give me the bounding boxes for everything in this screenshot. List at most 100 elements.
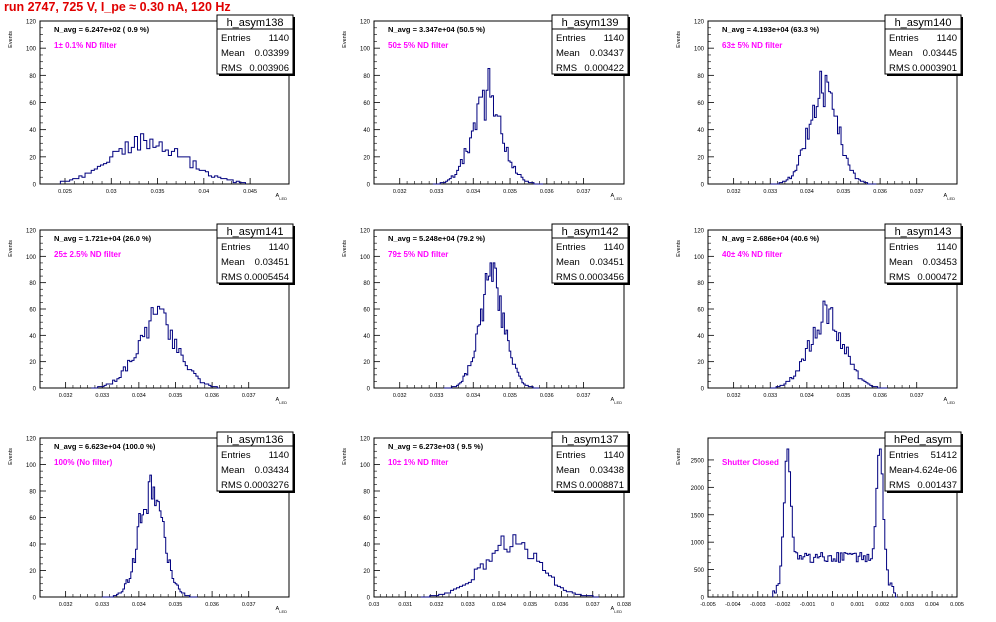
y-tick-label: 20 — [363, 155, 370, 161]
x-tick-label: -0.002 — [775, 602, 791, 608]
y-tick-label: 120 — [26, 437, 37, 443]
stats-value: 0.0008871 — [579, 480, 624, 491]
stats-label: RMS — [556, 480, 577, 491]
histogram-line — [102, 474, 198, 598]
y-tick-label: 60 — [29, 308, 36, 314]
y-tick-label: 20 — [363, 569, 370, 575]
stats-label: RMS — [221, 272, 242, 283]
stats-title: h_asym139 — [562, 17, 619, 29]
stats-value: 51412 — [931, 450, 957, 461]
y-tick-label: 100 — [360, 47, 371, 53]
stats-value: 0.03453 — [923, 257, 957, 268]
x-axis-label: ALED — [944, 397, 956, 405]
x-tick-label: 0.036 — [205, 602, 219, 608]
navg-label: N_avg = 6.247e+02 ( 0.9 %) — [54, 25, 150, 34]
x-tick-label: 0.03 — [106, 189, 117, 195]
x-tick-label: 0.036 — [873, 393, 887, 399]
stats-title: h_asym143 — [895, 226, 952, 238]
filter-annotation: 40± 4% ND filter — [722, 250, 782, 259]
x-tick-label: 0.036 — [540, 393, 554, 399]
y-tick-label: 0 — [33, 183, 37, 189]
y-tick-label: 500 — [694, 568, 705, 574]
x-tick-label: -0.001 — [800, 602, 816, 608]
y-tick-label: 40 — [29, 543, 36, 549]
y-tick-label: 80 — [29, 74, 36, 80]
x-tick-label: 0.034 — [466, 393, 480, 399]
stats-label: RMS — [889, 272, 910, 283]
x-tick-label: 0.034 — [132, 602, 146, 608]
stats-label: Mean — [889, 465, 913, 476]
filter-annotation: Shutter Closed — [722, 458, 779, 467]
histogram-line — [770, 300, 888, 389]
stats-label: Entries — [221, 33, 251, 44]
histogram-panel-h_asym141: 0 20 40 60 80 100 120 0.032 0.033 0.034 0.035 0.036… — [8, 223, 295, 405]
y-tick-label: 60 — [363, 308, 370, 314]
stats-value: 0.001437 — [917, 480, 957, 491]
x-tick-label: 0.032 — [59, 393, 73, 399]
y-tick-label: 20 — [29, 155, 36, 161]
filter-annotation: 1± 0.1% ND filter — [54, 41, 117, 50]
x-tick-label: 0.003 — [900, 602, 914, 608]
x-axis-label: ALED — [276, 606, 288, 614]
x-tick-label: 0.033 — [763, 393, 777, 399]
y-axis-label: Events — [8, 448, 14, 465]
y-tick-label: 120 — [360, 229, 371, 235]
stats-label: Entries — [889, 450, 919, 461]
y-tick-label: 100 — [694, 47, 705, 53]
y-tick-label: 1000 — [691, 541, 705, 547]
stats-box — [216, 14, 294, 75]
x-tick-label: 0.036 — [555, 602, 569, 608]
stats-value: 0.03438 — [590, 465, 624, 476]
x-tick-label: 0.034 — [800, 189, 814, 195]
y-tick-label: 120 — [26, 229, 37, 235]
filter-annotation: 25± 2.5% ND filter — [54, 250, 121, 259]
stats-value: 0.03451 — [590, 257, 624, 268]
x-tick-label: 0.034 — [132, 393, 146, 399]
stats-value: 0.0003276 — [244, 480, 289, 491]
y-tick-label: 0 — [367, 387, 371, 393]
x-tick-label: -0.004 — [725, 602, 741, 608]
stats-box — [216, 431, 294, 492]
x-tick-label: 0.005 — [950, 602, 964, 608]
stats-box — [884, 14, 962, 75]
y-tick-label: 100 — [26, 255, 37, 261]
y-tick-label: 20 — [697, 360, 704, 366]
y-tick-label: 20 — [29, 360, 36, 366]
stats-value: 1140 — [937, 33, 957, 44]
filter-annotation: 50± 5% ND filter — [388, 41, 448, 50]
x-tick-label: 0.035 — [837, 189, 851, 195]
x-tick-label: 0.04 — [198, 189, 209, 195]
navg-label: N_avg = 6.273e+03 ( 9.5 %) — [388, 442, 484, 451]
x-tick-label: 0.033 — [430, 393, 444, 399]
stats-label: Mean — [221, 48, 245, 59]
x-tick-label: -0.003 — [750, 602, 766, 608]
stats-value: 1140 — [604, 450, 624, 461]
stats-title: h_asym141 — [227, 226, 284, 238]
x-tick-label: 0.034 — [800, 393, 814, 399]
x-tick-label: 0.037 — [910, 393, 924, 399]
x-tick-label: 0.033 — [95, 602, 109, 608]
stats-value: 0.000472 — [917, 272, 957, 283]
stats-label: Mean — [221, 465, 245, 476]
y-tick-label: 80 — [363, 281, 370, 287]
histogram-line — [91, 305, 220, 389]
x-tick-label: 0.002 — [875, 602, 889, 608]
x-tick-label: 0.025 — [58, 189, 72, 195]
x-tick-label: 0.037 — [577, 393, 591, 399]
stats-value: 0.003906 — [249, 63, 289, 74]
x-tick-label: 0.035 — [169, 602, 183, 608]
y-tick-label: 60 — [363, 516, 370, 522]
x-tick-label: 0.033 — [763, 189, 777, 195]
y-tick-label: 0 — [33, 596, 37, 602]
histogram-panel-h_asym138: 0 20 40 60 80 100 120 0.025 0.03 0.035 0.04 0.045 Ev… — [8, 14, 295, 201]
stats-label: Entries — [556, 242, 586, 253]
histogram-panel-h_asym136: 0 20 40 60 80 100 120 0.032 0.033 0.034 0.035 0.036… — [8, 431, 295, 614]
y-tick-label: 40 — [697, 128, 704, 134]
y-axis-label: Events — [342, 31, 348, 48]
x-tick-label: 0.034 — [466, 189, 480, 195]
y-tick-label: 80 — [697, 74, 704, 80]
stats-label: Mean — [889, 48, 913, 59]
y-tick-label: 0 — [701, 183, 705, 189]
y-tick-label: 60 — [363, 101, 370, 107]
